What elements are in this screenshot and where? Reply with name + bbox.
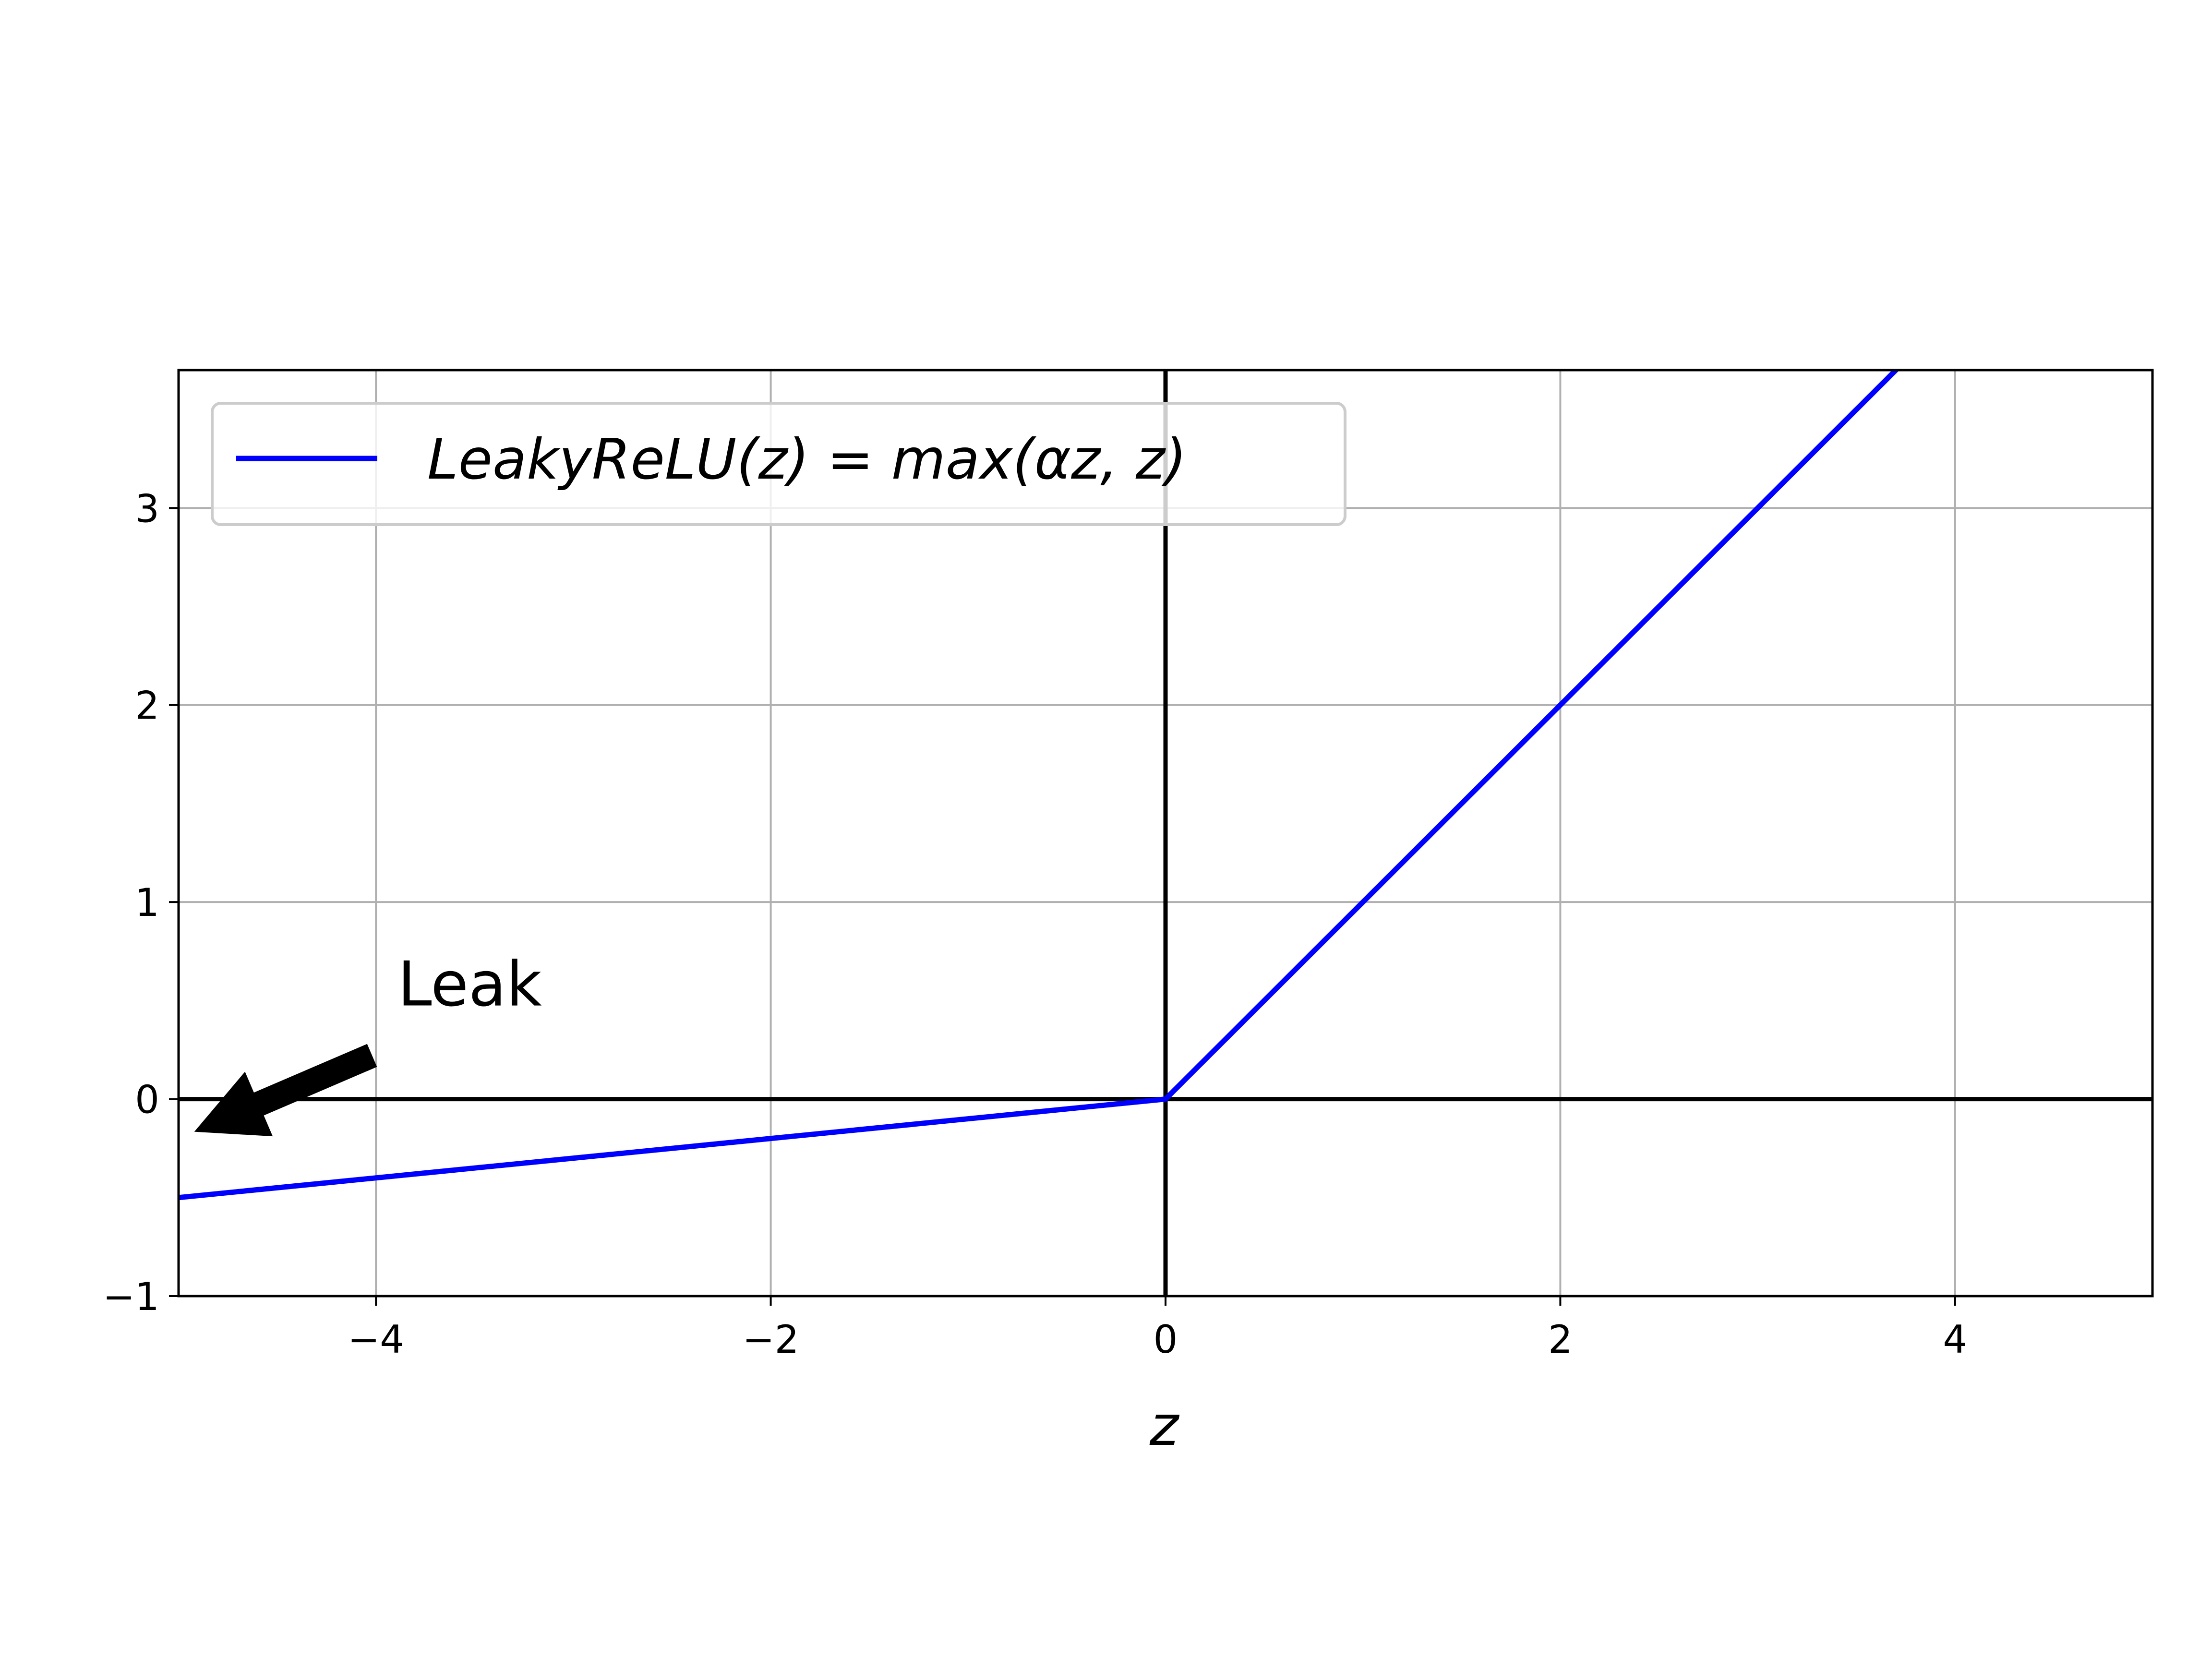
x-tick-label: −2 — [743, 1317, 799, 1362]
legend-box — [211, 402, 1346, 526]
x-tick-label: 4 — [1943, 1317, 1967, 1362]
x-tick-label: 0 — [1154, 1317, 1178, 1362]
y-tick-label: 2 — [135, 684, 159, 728]
x-axis-label: z — [1149, 1394, 1180, 1458]
legend-entry-label: LeakyReLU(z) = max(αz, z) — [427, 427, 1187, 492]
leak-label: Leak — [397, 949, 541, 1020]
legend[interactable]: LeakyReLU(z) = max(αz, z) — [211, 402, 1346, 526]
tick-labels: −4 −2 0 2 4 −1 0 1 2 3 — [103, 486, 1967, 1362]
y-tick-label: −1 — [103, 1274, 159, 1319]
ticks — [169, 507, 1956, 1306]
x-tick-label: −4 — [348, 1317, 404, 1362]
y-tick-label: 0 — [135, 1078, 159, 1122]
y-tick-label: 3 — [135, 486, 159, 531]
y-tick-label: 1 — [135, 880, 159, 925]
leak-arrow — [194, 1044, 377, 1137]
series-group — [179, 370, 1900, 1201]
leak-annotation: Leak — [194, 949, 542, 1137]
x-tick-label: 2 — [1548, 1317, 1573, 1362]
leaky-relu-line — [179, 370, 1900, 1201]
